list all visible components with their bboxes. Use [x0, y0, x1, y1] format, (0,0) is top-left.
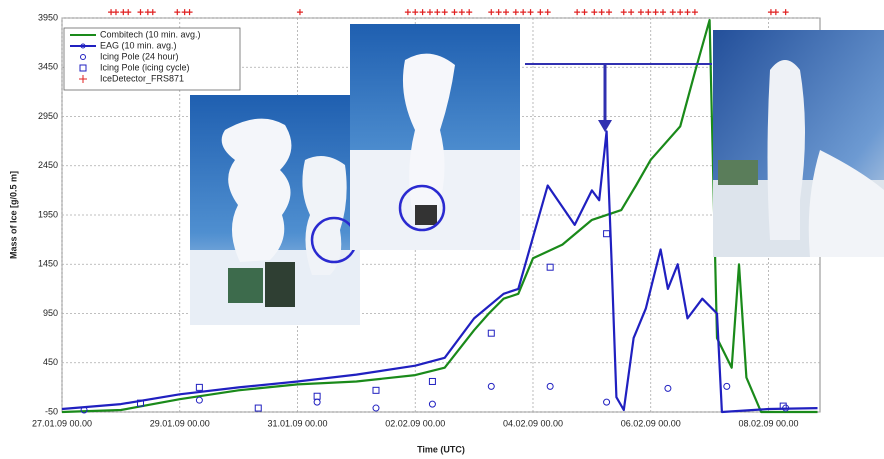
y-tick-label: 450: [43, 357, 58, 367]
point: [606, 9, 613, 16]
point: [372, 386, 380, 394]
point: [296, 9, 303, 16]
x-tick-label: 29.01.09 00.00: [150, 418, 210, 428]
legend-label: EAG (10 min. avg.): [100, 40, 177, 50]
photo: [190, 24, 884, 325]
point: [80, 406, 88, 414]
y-tick-label: 2450: [38, 160, 58, 170]
point: [495, 9, 502, 16]
point: [603, 398, 611, 406]
point: [412, 9, 419, 16]
point: [434, 9, 441, 16]
point: [660, 9, 667, 16]
y-tick-label: 3450: [38, 62, 58, 72]
point: [782, 9, 789, 16]
x-axis-label: Time (UTC): [417, 444, 465, 454]
point: [637, 9, 644, 16]
x-tick-label: 02.02.09 00.00: [385, 418, 445, 428]
line: [61, 130, 818, 414]
point: [426, 9, 433, 16]
point: [487, 329, 495, 337]
point: [598, 9, 605, 16]
point: [652, 9, 659, 16]
point: [149, 9, 156, 16]
point: [112, 9, 119, 16]
y-tick-label: 1450: [38, 259, 58, 269]
point: [186, 9, 193, 16]
legend-label: IceDetector_FRS871: [100, 73, 184, 83]
point: [503, 9, 510, 16]
point: [428, 377, 436, 385]
point: [537, 9, 544, 16]
point: [254, 404, 262, 412]
point: [174, 9, 181, 16]
y-tick-label: 2950: [38, 111, 58, 121]
point: [574, 9, 581, 16]
point: [137, 9, 144, 16]
point: [441, 9, 448, 16]
point: [195, 383, 203, 391]
point: [527, 9, 534, 16]
x-tick-label: 04.02.09 00.00: [503, 418, 563, 428]
x-tick-label: 08.02.09 00.00: [738, 418, 798, 428]
y-axis-label: Mass of Ice [g/0.5 m]: [8, 171, 18, 259]
x-tick-label: 31.01.09 00.00: [267, 418, 327, 428]
plot: [61, 9, 818, 414]
point: [603, 230, 611, 238]
point: [428, 400, 436, 408]
point: [520, 9, 527, 16]
point: [677, 9, 684, 16]
point: [372, 404, 380, 412]
point: [782, 404, 790, 412]
point: [419, 9, 426, 16]
y-tick-label: -50: [45, 406, 58, 416]
point: [779, 402, 787, 410]
line: [61, 18, 818, 414]
x-tick-label: 06.02.09 00.00: [621, 418, 681, 428]
legend-label: Combitech (10 min. avg.): [100, 29, 201, 39]
point: [628, 9, 635, 16]
legend-label: Icing Pole (icing cycle): [100, 62, 190, 72]
point: [195, 396, 203, 404]
point: [684, 9, 691, 16]
point: [451, 9, 458, 16]
point: [466, 9, 473, 16]
y-tick-label: 1950: [38, 209, 58, 219]
point: [645, 9, 652, 16]
point: [546, 263, 554, 271]
point: [723, 382, 731, 390]
point: [691, 9, 698, 16]
annotation-arrowhead: [598, 120, 612, 132]
point: [458, 9, 465, 16]
point: [581, 9, 588, 16]
point: [664, 384, 672, 392]
point: [313, 392, 321, 400]
x-tick-label: 27.01.09 00.00: [32, 418, 92, 428]
point: [669, 9, 676, 16]
point: [125, 9, 132, 16]
point: [512, 9, 519, 16]
point: [772, 9, 779, 16]
point: [488, 9, 495, 16]
point: [404, 9, 411, 16]
y-tick-label: 3950: [38, 12, 58, 22]
point: [136, 399, 144, 407]
point: [620, 9, 627, 16]
legend-label: Icing Pole (24 hour): [100, 51, 179, 61]
point: [487, 382, 495, 390]
point: [546, 382, 554, 390]
point: [544, 9, 551, 16]
legend: Combitech (10 min. avg.) EAG (10 min. av…: [63, 27, 241, 91]
y-tick-label: 950: [43, 308, 58, 318]
point: [591, 9, 598, 16]
